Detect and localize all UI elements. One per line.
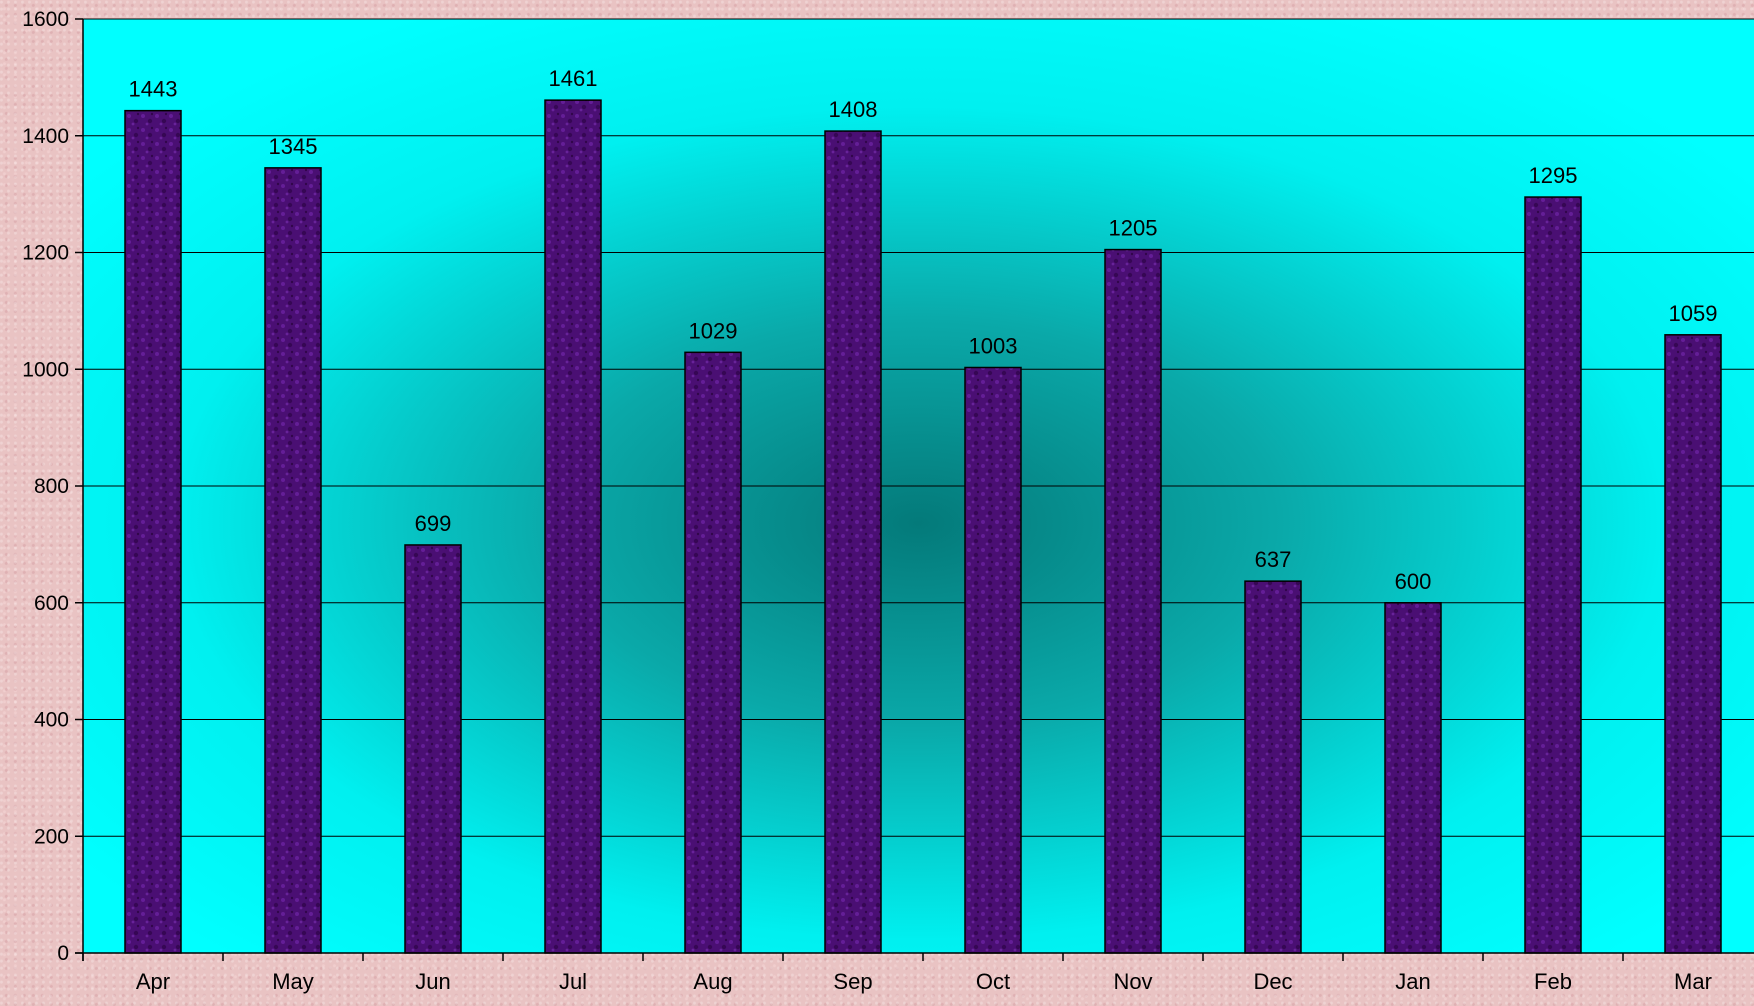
y-tick-label: 400 [34, 709, 69, 732]
x-category-label: Aug [693, 969, 732, 994]
x-category-label: Feb [1534, 969, 1572, 994]
y-tick-label: 1200 [22, 242, 69, 265]
x-category-label: Apr [136, 969, 170, 994]
data-label-apr: 1443 [129, 77, 178, 102]
y-tick-label: 800 [34, 475, 69, 498]
x-category-label: Oct [976, 969, 1010, 994]
data-label-dec: 637 [1255, 547, 1292, 572]
y-tick-label: 600 [34, 592, 69, 615]
y-tick-label: 1000 [22, 358, 69, 381]
y-tick-label: 200 [34, 825, 69, 848]
data-label-jul: 1461 [549, 66, 598, 91]
data-label-oct: 1003 [969, 333, 1018, 358]
bar-dec [1244, 580, 1302, 954]
data-label-aug: 1029 [689, 318, 738, 343]
data-label-feb: 1295 [1529, 163, 1578, 188]
bar-apr [124, 109, 182, 954]
data-label-may: 1345 [269, 134, 318, 159]
x-category-label: Dec [1253, 969, 1292, 994]
x-category-label: Sep [833, 969, 872, 994]
bar-jun [404, 544, 462, 954]
x-category-label: Jul [559, 969, 587, 994]
bar-sep [824, 130, 882, 954]
data-label-jan: 600 [1395, 569, 1432, 594]
bar-nov [1104, 248, 1162, 954]
data-label-nov: 1205 [1109, 216, 1158, 241]
y-tick-label: 1600 [22, 8, 69, 31]
bar-jan [1384, 602, 1442, 954]
x-category-label: Nov [1113, 969, 1152, 994]
bar-aug [684, 351, 742, 954]
x-category-label: May [272, 969, 314, 994]
axes [75, 18, 1754, 961]
data-label-sep: 1408 [829, 97, 878, 122]
x-category-label: Mar [1674, 969, 1712, 994]
bar-jul [544, 99, 602, 954]
x-category-label: Jun [415, 969, 450, 994]
bar-mar [1664, 334, 1722, 954]
y-tick-label: 0 [57, 942, 69, 965]
bars [124, 99, 1722, 954]
labels: 0 200 400 600 800 1000 1200 1400 1600 1443 Apr 1345… [22, 8, 1717, 994]
bar-feb [1524, 196, 1582, 954]
bar-oct [964, 366, 1022, 954]
bar-may [264, 167, 322, 954]
y-tick-label: 1400 [22, 125, 69, 148]
gridlines [83, 18, 1754, 837]
x-category-label: Jan [1395, 969, 1430, 994]
data-label-mar: 1059 [1669, 301, 1718, 326]
data-label-jun: 699 [415, 511, 452, 536]
